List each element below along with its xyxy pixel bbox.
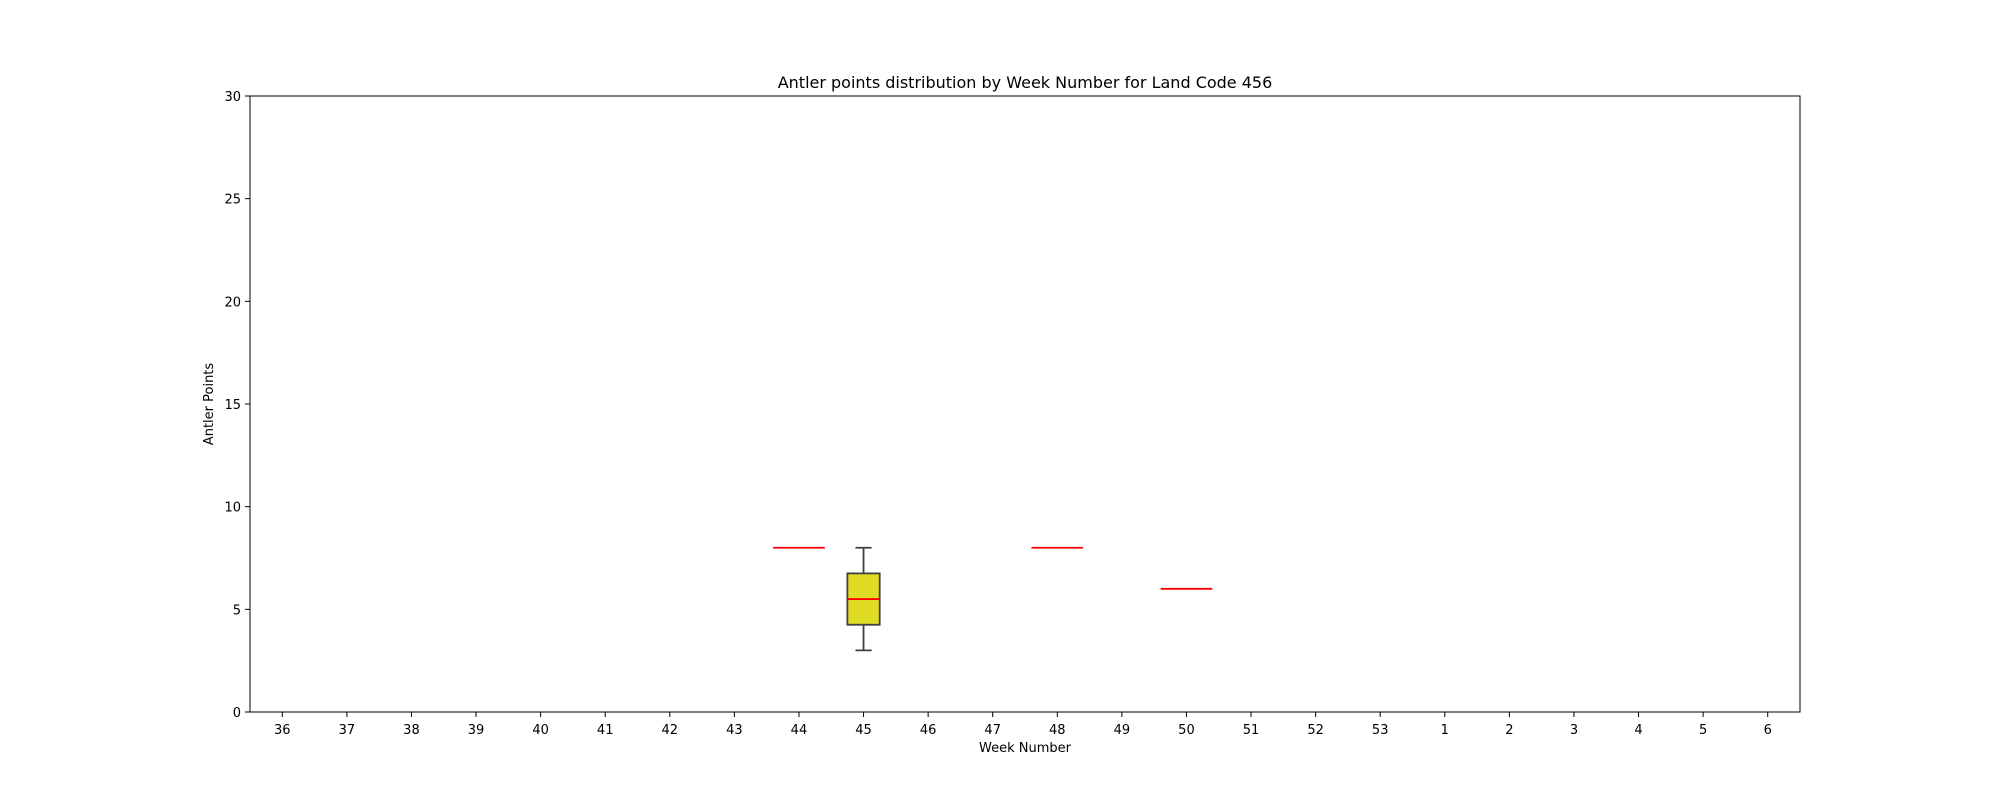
y-tick-label: 5 [233,603,241,618]
x-tick-label: 53 [1372,723,1389,738]
x-tick-label: 47 [984,723,1001,738]
y-axis-label: Antler Points [202,363,217,446]
x-tick-label: 4 [1634,723,1642,738]
x-tick-label: 6 [1764,723,1772,738]
y-tick-label: 15 [224,398,241,413]
x-tick-label: 51 [1243,723,1260,738]
x-tick-label: 5 [1699,723,1707,738]
x-tick-label: 2 [1505,723,1513,738]
y-tick-label: 30 [224,90,241,105]
x-tick-label: 44 [791,723,808,738]
x-tick-label: 52 [1307,723,1324,738]
y-axis: 0 5 10 15 20 25 30 [224,90,250,721]
x-tick-label: 40 [532,723,549,738]
x-axis: 36 37 38 39 40 41 42 43 44 45 46 47 48 49 50 51 52 53 1 2 3 4… [274,712,1772,738]
x-tick-label: 45 [855,723,872,738]
plot-area [249,95,1801,713]
x-axis-label: Week Number [979,741,1072,756]
y-tick-label: 25 [224,193,241,208]
chart-title: Antler points distribution by Week Numbe… [778,73,1273,92]
x-tick-label: 3 [1570,723,1578,738]
x-tick-label: 48 [1049,723,1066,738]
x-tick-label: 49 [1114,723,1131,738]
x-tick-label: 41 [597,723,614,738]
x-tick-label: 1 [1441,723,1449,738]
x-tick-label: 38 [403,723,420,738]
x-tick-label: 36 [274,723,291,738]
x-tick-label: 37 [339,723,356,738]
y-tick-label: 20 [224,295,241,310]
box-week-45 [846,546,881,652]
y-tick-label: 10 [224,501,241,516]
axes-frame [249,95,1801,713]
x-tick-label: 43 [726,723,743,738]
x-tick-label: 46 [920,723,937,738]
x-tick-label: 50 [1178,723,1195,738]
x-tick-label: 42 [662,723,679,738]
y-tick-label: 0 [233,706,241,721]
x-tick-label: 39 [468,723,485,738]
